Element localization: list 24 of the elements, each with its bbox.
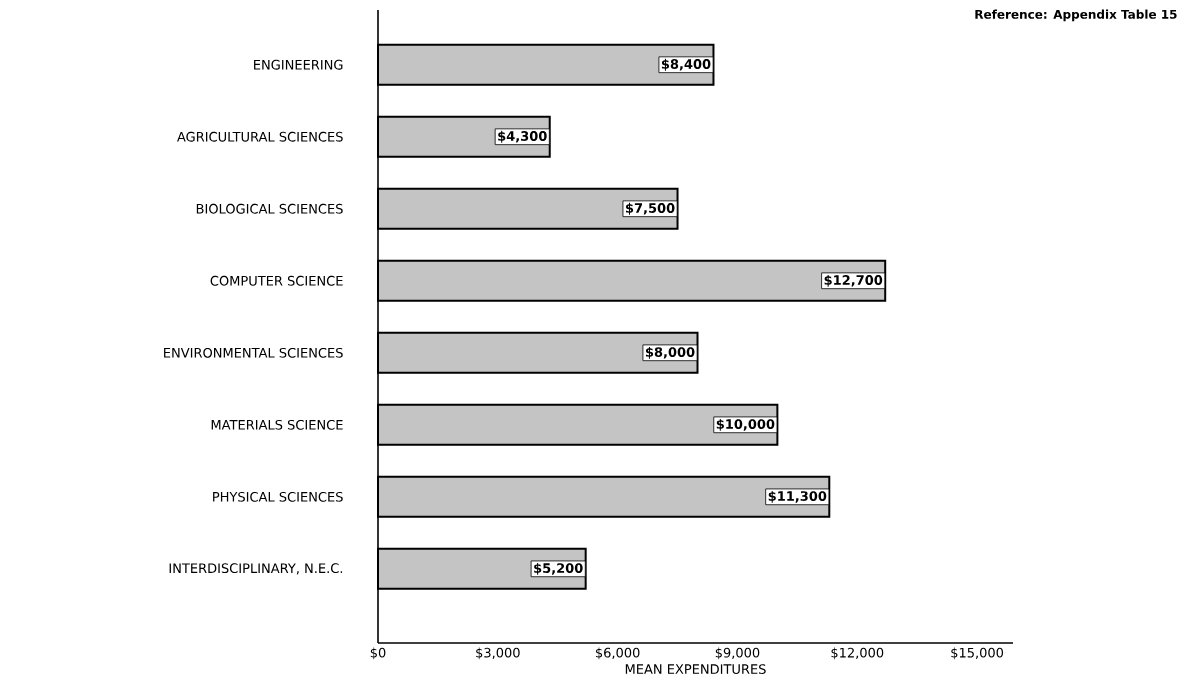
- x-tick-label: $6,000: [595, 647, 640, 660]
- data-label: $8,400: [661, 58, 711, 71]
- annotation: Reference: Appendix Table 15: [975, 9, 1177, 22]
- x-tick-label: $0: [370, 647, 386, 660]
- y-tick-label: ENGINEERING: [254, 59, 343, 70]
- y-tick-label: PHYSICAL SCIENCES: [213, 491, 343, 502]
- x-tick-label: $3,000: [476, 647, 520, 660]
- data-label: $11,300: [768, 490, 827, 503]
- y-tick-label: AGRICULTURAL SCIENCES: [177, 131, 343, 142]
- y-tick-label: BIOLOGICAL SCIENCES: [196, 203, 343, 214]
- y-tick-label: COMPUTER SCIENCE: [210, 275, 343, 286]
- y-tick-label: INTERDISCIPLINARY, N.E.C.: [169, 563, 343, 575]
- data-label: $4,300: [498, 130, 547, 143]
- data-label: $7,500: [625, 202, 675, 215]
- y-tick-label: ENVIRONMENTAL SCIENCES: [164, 347, 343, 358]
- x-tick-label: $9,000: [715, 647, 760, 660]
- x-tick-label: $15,000: [951, 647, 1004, 660]
- data-label: $10,000: [716, 418, 775, 431]
- x-axis-title: MEAN EXPENDITURES: [625, 664, 766, 675]
- y-tick-label: MATERIALS SCIENCE: [211, 419, 343, 430]
- data-label: $8,000: [645, 346, 695, 359]
- data-label: $12,700: [824, 274, 883, 287]
- data-label: $5,200: [534, 562, 583, 575]
- x-tick-label: $12,000: [831, 647, 884, 660]
